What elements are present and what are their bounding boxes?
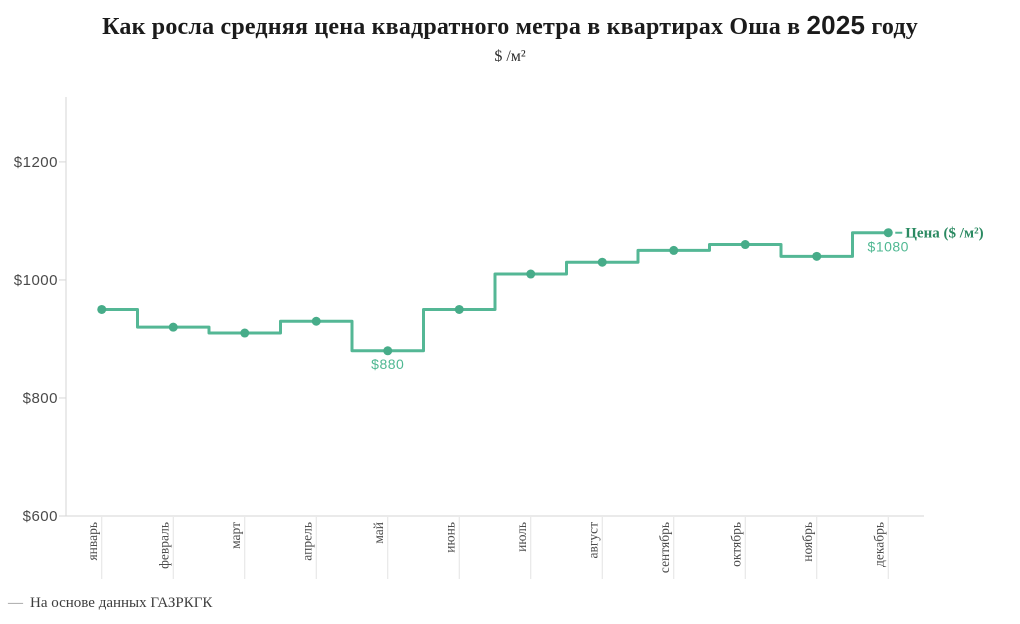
y-axis-label: $600 <box>23 508 58 525</box>
data-point-dot[interactable] <box>812 251 822 261</box>
data-point-dot[interactable] <box>311 316 321 326</box>
data-point-dot[interactable] <box>97 304 107 314</box>
data-point-dot[interactable] <box>883 228 893 238</box>
data-point-dot[interactable] <box>168 322 178 332</box>
data-point-dot[interactable] <box>669 245 679 255</box>
chart-title-prefix: Как росла средняя цена квадратного метра… <box>102 14 807 40</box>
data-point-dot[interactable] <box>383 346 393 356</box>
x-axis-month-label: ноябрь <box>800 522 815 562</box>
chart-subtitle: $ /м² <box>494 48 526 65</box>
x-axis-month-label: июнь <box>442 522 457 553</box>
chart-title-year: 2025 <box>806 10 866 40</box>
y-axis-label: $1000 <box>14 272 58 289</box>
chart-title-suffix: году <box>865 14 918 40</box>
min-value-label: $880 <box>371 356 404 372</box>
x-axis-month-label: июль <box>514 522 529 552</box>
x-axis-month-label: май <box>371 522 386 544</box>
source-text: На основе данных ГАЗРКГК <box>30 595 213 611</box>
data-point-dot[interactable] <box>240 328 250 338</box>
data-point-dot[interactable] <box>454 304 464 314</box>
x-axis-month-label: октябрь <box>728 522 743 567</box>
x-axis-month-label: сентябрь <box>657 522 672 573</box>
data-point-dot[interactable] <box>740 240 750 250</box>
x-axis-month-label: апрель <box>299 522 314 561</box>
x-axis-month-label: август <box>585 522 600 559</box>
x-axis-month-label: февраль <box>156 522 171 569</box>
chart-title: Как росла средняя цена квадратного метра… <box>0 0 1020 41</box>
x-axis-month-label: март <box>228 522 243 549</box>
y-axis-label: $1200 <box>14 154 58 171</box>
x-axis-month-label: декабрь <box>871 522 886 567</box>
y-axis-label: $800 <box>23 390 58 407</box>
data-point-dot[interactable] <box>597 257 607 267</box>
x-axis-month-label: январь <box>85 522 100 561</box>
source-note: — На основе данных ГАЗРКГК <box>8 595 212 612</box>
series-legend-label: Цена ($ /м²) <box>905 226 983 242</box>
step-line <box>101 231 889 353</box>
last-value-label: $1080 <box>868 239 909 255</box>
source-dash-icon: — <box>8 595 23 611</box>
data-point-dot[interactable] <box>526 269 536 279</box>
